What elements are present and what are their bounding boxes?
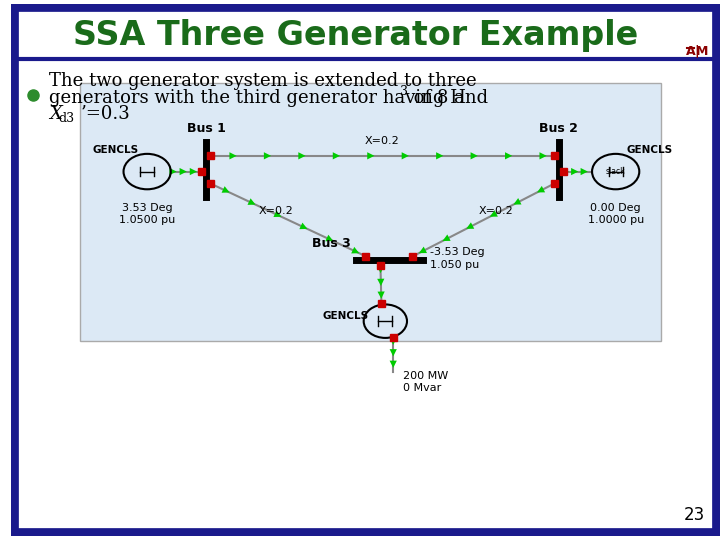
Bar: [80, 83, 661, 341]
Text: The two generator system is extended to three: The two generator system is extended to …: [49, 72, 477, 90]
Text: GENCLS: GENCLS: [323, 311, 369, 321]
Text: -3.53 Deg: -3.53 Deg: [430, 247, 485, 257]
Bar: [198, 168, 204, 175]
Bar: [207, 152, 214, 159]
Text: X: X: [49, 105, 62, 124]
Bar: [377, 262, 384, 268]
Text: GENCLS: GENCLS: [93, 145, 139, 155]
Text: 1.050 pu: 1.050 pu: [430, 260, 479, 270]
Text: Bus 3: Bus 3: [312, 237, 351, 251]
Text: 3.53 Deg: 3.53 Deg: [122, 203, 173, 213]
Text: 1.0500 pu: 1.0500 pu: [119, 215, 175, 225]
Text: X=0.2: X=0.2: [258, 206, 294, 216]
Text: Bus 2: Bus 2: [539, 122, 578, 135]
Bar: [552, 152, 558, 159]
Text: M: M: [696, 45, 708, 58]
Text: 23: 23: [684, 506, 705, 524]
Text: generators with the third generator having H: generators with the third generator havi…: [49, 89, 466, 107]
Text: ’=0.3: ’=0.3: [80, 105, 130, 124]
Text: A: A: [685, 45, 696, 58]
Bar: [362, 253, 369, 260]
Bar: [207, 180, 214, 187]
Bar: [560, 168, 567, 175]
Text: GENCLS: GENCLS: [626, 145, 672, 155]
Text: Bus 1: Bus 1: [186, 122, 225, 135]
Text: d3: d3: [58, 112, 75, 125]
Text: |: |: [694, 45, 698, 58]
Text: 1.0000 pu: 1.0000 pu: [588, 215, 644, 225]
Bar: [552, 180, 558, 187]
Text: 3: 3: [400, 85, 408, 98]
Bar: [390, 334, 397, 341]
Bar: [410, 253, 416, 260]
Text: of 8 and: of 8 and: [408, 89, 488, 107]
Text: 200 MW: 200 MW: [403, 372, 449, 381]
Text: 0.00 Deg: 0.00 Deg: [590, 203, 641, 213]
Text: X=0.2: X=0.2: [478, 206, 513, 216]
Text: slack: slack: [606, 167, 626, 176]
Bar: [378, 300, 385, 307]
Text: SSA Three Generator Example: SSA Three Generator Example: [73, 19, 639, 52]
Text: 0 Mvar: 0 Mvar: [403, 383, 441, 393]
Text: X=0.2: X=0.2: [365, 136, 400, 146]
